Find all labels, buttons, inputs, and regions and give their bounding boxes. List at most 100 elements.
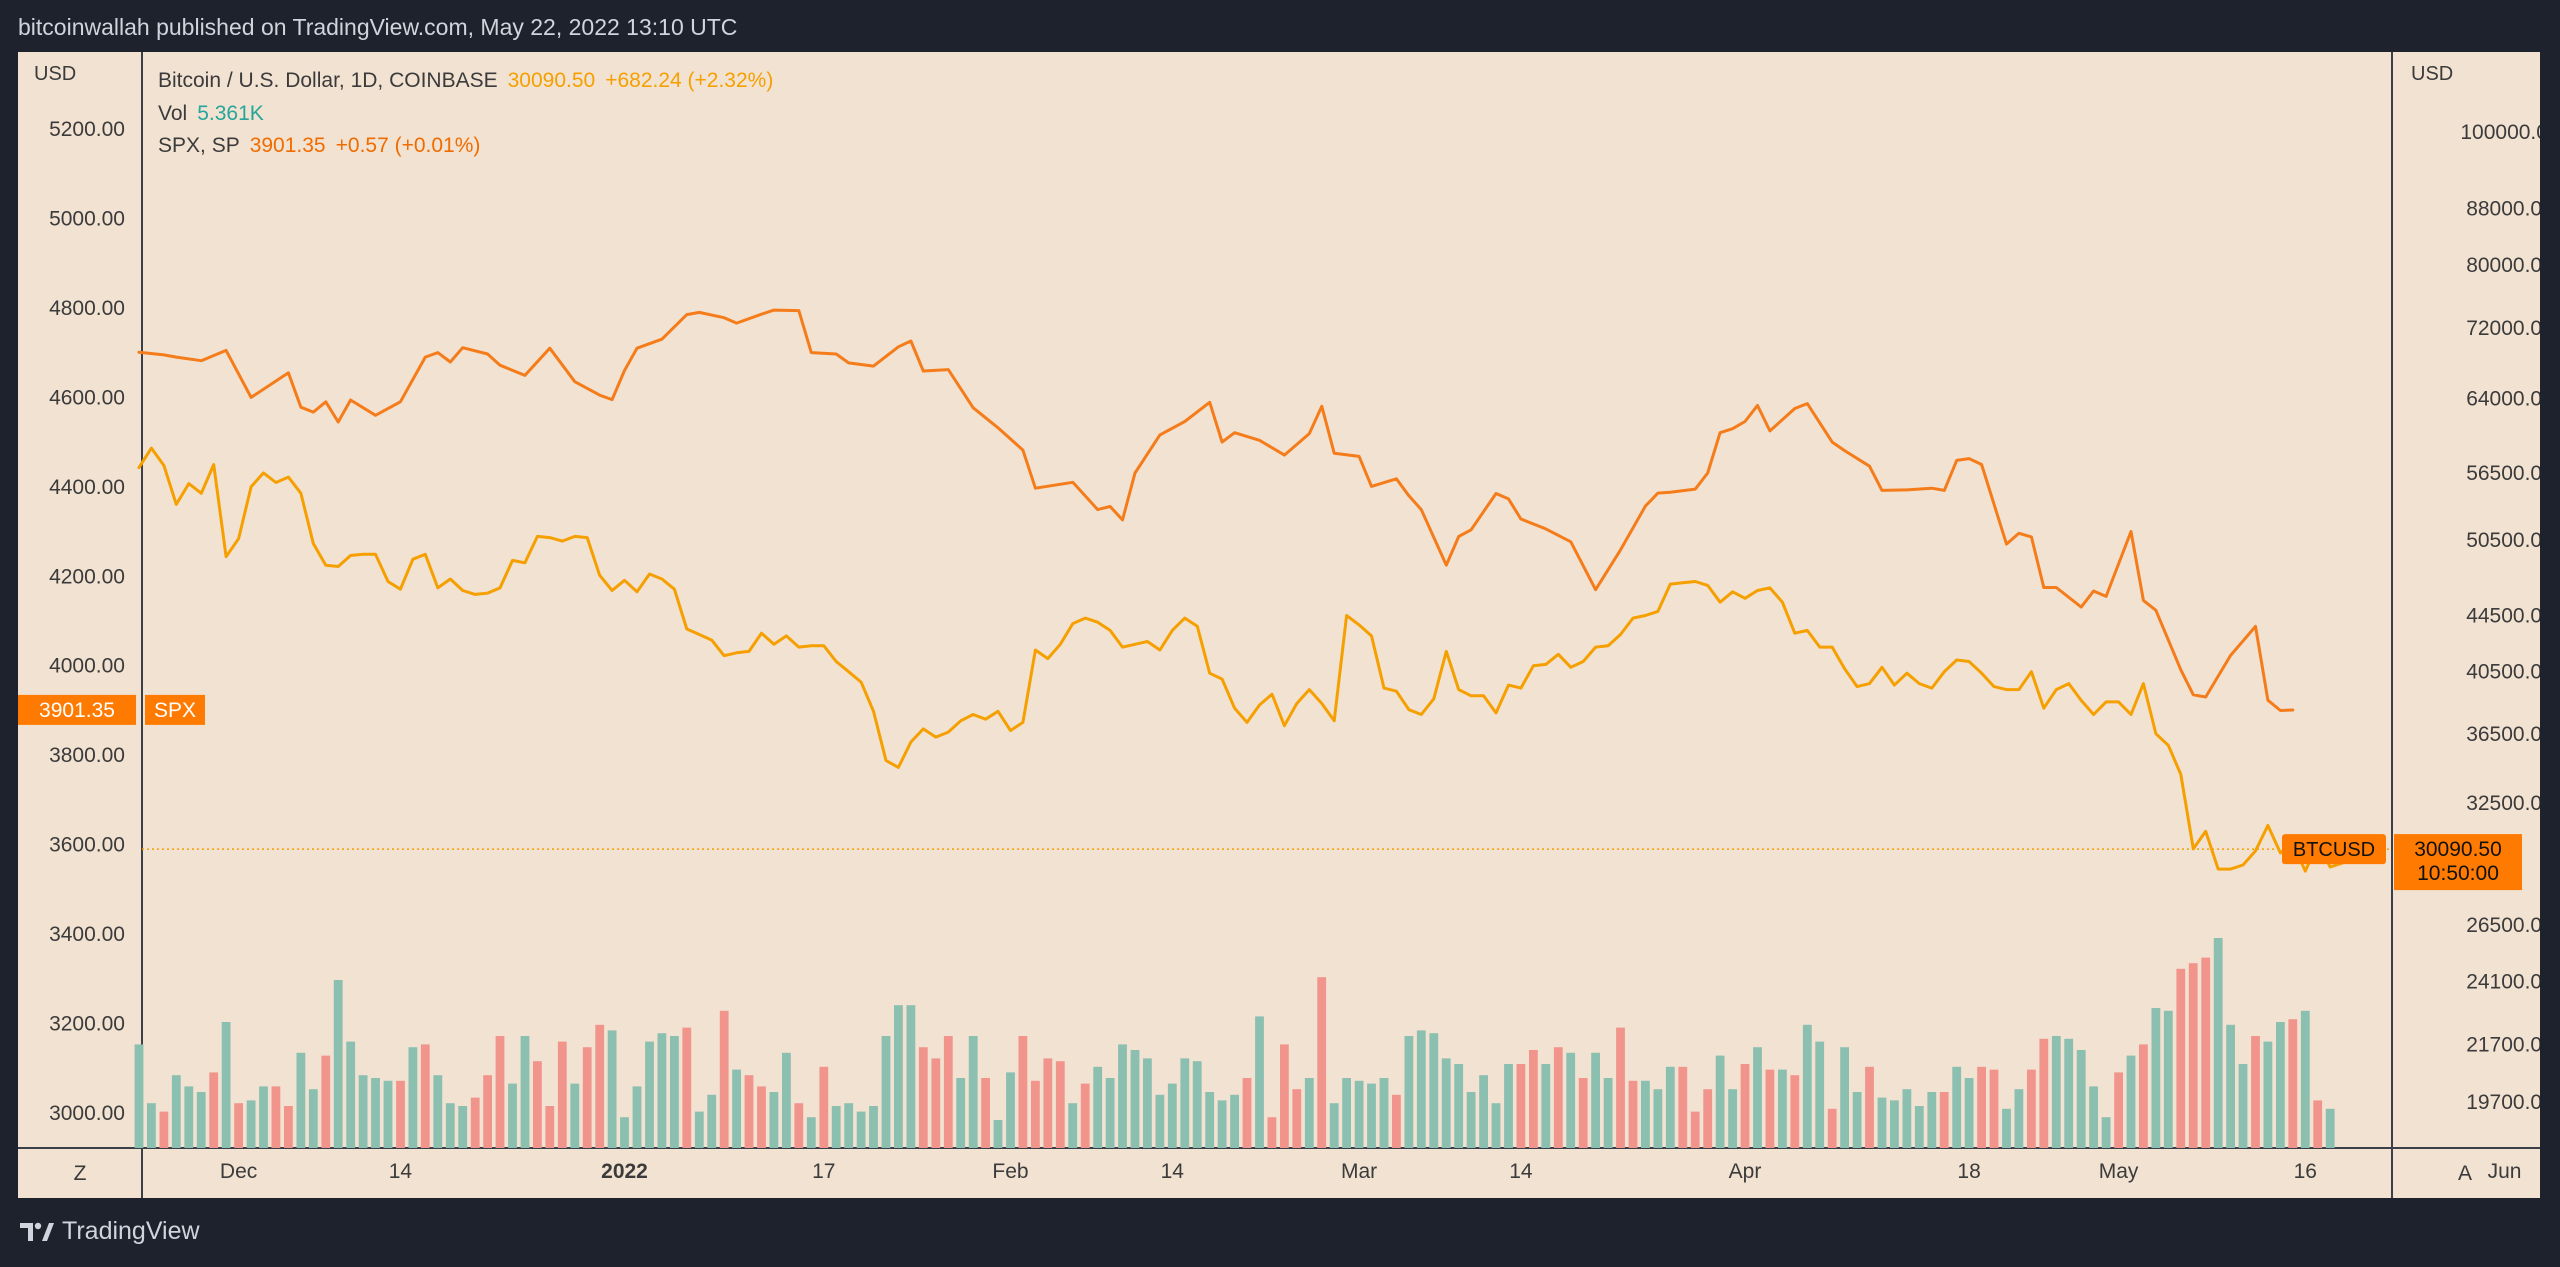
- volume-bar: [1765, 1069, 1775, 1148]
- volume-bar: [1977, 1066, 1986, 1148]
- volume-bar: [520, 1036, 530, 1148]
- volume-bar: [831, 1106, 841, 1148]
- volume-bar: [1529, 1050, 1538, 1148]
- volume-bar: [2014, 1089, 2024, 1148]
- volume-bar: [1989, 1069, 1999, 1148]
- volume-bar: [1591, 1052, 1600, 1148]
- btc-series-tag: [2282, 834, 2386, 865]
- btc-price-tag: [2394, 834, 2522, 891]
- volume-bar: [358, 1075, 368, 1148]
- right-price-axis[interactable]: USD 100000.00 88000.00 80000.00 72000.00 6400…: [2411, 63, 2540, 1114]
- volume-bar: [346, 1041, 356, 1148]
- volume-bar: [2051, 1036, 2061, 1148]
- time-axis[interactable]: Dec 14 2022 17 Feb 14 Mar 14 Apr 18 May 16 Jun Z A: [74, 1160, 2522, 1185]
- volume-bar: [1118, 1044, 1127, 1148]
- volume-bar: [1753, 1047, 1762, 1148]
- volume-bar: [1392, 1094, 1401, 1148]
- volume-bars: [134, 938, 2335, 1148]
- volume-bar: [483, 1075, 492, 1148]
- volume-bar: [2188, 963, 2198, 1148]
- left-price-axis[interactable]: USD 5200.00 5000.00 4800.00 4600.00 4400.00 42…: [34, 63, 125, 1125]
- left-axis-tick: 5000.00: [49, 208, 125, 231]
- chart-svg[interactable]: USD 5200.00 5000.00 4800.00 4600.00 4400.00 42…: [18, 52, 2540, 1198]
- volume-bar: [1080, 1083, 1090, 1148]
- volume-bar: [2325, 1108, 2335, 1148]
- right-axis-unit: USD: [2411, 63, 2453, 85]
- volume-bar: [1553, 1047, 1563, 1148]
- volume-bar: [632, 1086, 642, 1148]
- volume-bar: [321, 1055, 331, 1148]
- volume-bar: [1379, 1078, 1389, 1148]
- right-axis-tick: 80000.00: [2466, 254, 2540, 277]
- volume-bar: [470, 1097, 480, 1148]
- time-axis-tick: 14: [389, 1160, 413, 1183]
- volume-bar: [856, 1111, 866, 1148]
- volume-bar: [296, 1052, 306, 1148]
- right-axis-tick: 26500.00: [2466, 914, 2540, 937]
- volume-bar: [1242, 1078, 1252, 1148]
- chart-area[interactable]: USD 5200.00 5000.00 4800.00 4600.00 4400.00 42…: [18, 52, 2540, 1198]
- time-axis-tick: 14: [1509, 1160, 1533, 1183]
- volume-bar: [894, 1005, 903, 1148]
- volume-bar: [383, 1080, 393, 1148]
- volume-bar: [2313, 1100, 2323, 1148]
- volume-bar: [906, 1005, 916, 1148]
- volume-bar: [2226, 1024, 2235, 1148]
- volume-bar: [956, 1078, 966, 1148]
- volume-bar: [1466, 1092, 1476, 1148]
- legend-spx-last: 3901.35: [250, 134, 326, 157]
- volume-bar: [495, 1036, 505, 1148]
- left-axis-tick: 3200.00: [49, 1013, 125, 1036]
- volume-bar: [396, 1080, 405, 1148]
- volume-bar: [819, 1066, 829, 1148]
- volume-bar: [794, 1103, 804, 1148]
- tradingview-logo[interactable]: TradingView: [20, 1217, 200, 1246]
- volume-bar: [1802, 1024, 1812, 1148]
- volume-bar: [1055, 1061, 1065, 1148]
- btcusd-line: [137, 446, 2357, 873]
- volume-bar: [806, 1117, 816, 1148]
- tradingview-logo-icon: [20, 1222, 54, 1241]
- volume-bar: [2027, 1069, 2036, 1148]
- volume-bar: [682, 1027, 692, 1148]
- volume-bar: [196, 1092, 206, 1148]
- volume-bar: [844, 1103, 854, 1148]
- volume-bar: [458, 1106, 468, 1148]
- volume-bar: [1441, 1058, 1451, 1148]
- volume-bar: [1914, 1106, 1924, 1148]
- volume-bar: [1728, 1089, 1737, 1148]
- volume-bar: [1255, 1016, 1264, 1148]
- volume-bar: [1952, 1066, 1962, 1148]
- volume-bar: [1815, 1041, 1825, 1148]
- volume-bar: [1740, 1064, 1750, 1148]
- volume-bar: [2039, 1038, 2049, 1148]
- volume-bar: [981, 1078, 990, 1148]
- legend-spx-series: SPX, SP: [158, 134, 240, 157]
- volume-bar: [657, 1033, 667, 1148]
- volume-bar: [234, 1103, 243, 1148]
- volume-bar: [1877, 1097, 1887, 1148]
- time-axis-tick: Feb: [992, 1160, 1028, 1183]
- legend-line: Vol 5.361K: [158, 102, 264, 125]
- right-axis-tick: 50500.00: [2466, 529, 2540, 552]
- volume-bar: [1205, 1092, 1215, 1148]
- left-axis-tick: 4400.00: [49, 476, 125, 499]
- volume-bar: [134, 1044, 144, 1148]
- right-axis-tick: 36500.00: [2466, 723, 2540, 746]
- right-axis-tick: 88000.00: [2466, 197, 2540, 220]
- right-axis-tick: 40500.00: [2466, 661, 2540, 684]
- volume-bar: [1541, 1064, 1551, 1148]
- volume-bar: [1491, 1103, 1501, 1148]
- volume-bar: [1342, 1078, 1351, 1148]
- chart-legend: Bitcoin / U.S. Dollar, 1D, COINBASE 30090…: [158, 69, 773, 157]
- volume-bar: [2126, 1055, 2136, 1148]
- volume-bar: [420, 1044, 430, 1148]
- volume-bar: [2263, 1041, 2273, 1148]
- volume-bar: [757, 1086, 766, 1148]
- left-axis-tick: 5200.00: [49, 118, 125, 141]
- volume-bar: [2139, 1044, 2148, 1148]
- volume-bar: [918, 1047, 928, 1148]
- volume-bar: [171, 1075, 181, 1148]
- spx-series-tag: [145, 694, 205, 725]
- volume-bar: [595, 1024, 605, 1148]
